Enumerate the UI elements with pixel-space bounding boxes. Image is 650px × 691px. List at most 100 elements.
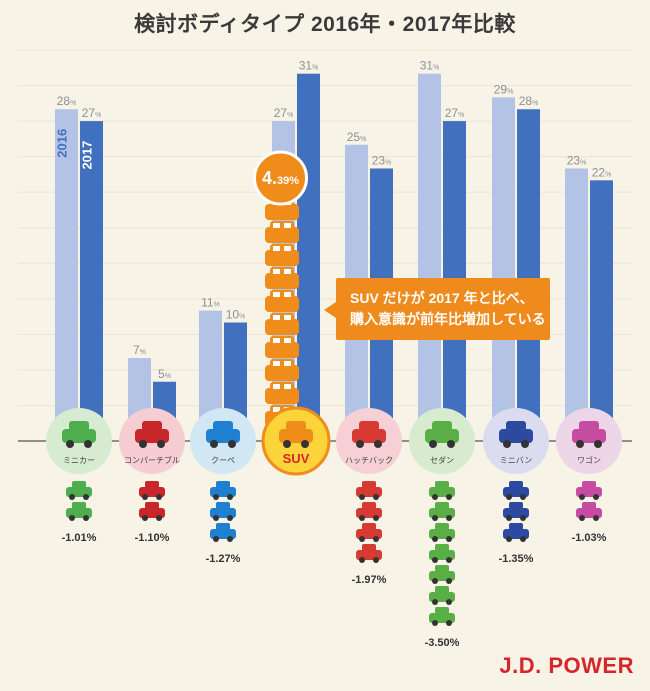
car-wheel — [373, 557, 379, 563]
car-wheel — [139, 440, 147, 448]
bar-2016-6 — [492, 97, 515, 442]
car-wheel — [301, 440, 309, 448]
suv-stack-car-icon — [265, 319, 299, 335]
car-wheel — [374, 440, 382, 448]
car-wheel — [373, 494, 379, 500]
category-car-cabin — [286, 421, 306, 431]
category-label: ハッチバック — [345, 456, 393, 465]
car-wheel — [432, 494, 438, 500]
bar-value-label: 27% — [445, 106, 465, 120]
change-car-cabin — [216, 481, 230, 488]
car-wheel — [157, 440, 165, 448]
suv-stack-car-window — [273, 384, 280, 389]
suv-stack-car-icon — [265, 227, 299, 243]
change-car-cabin — [72, 481, 86, 488]
car-wheel — [83, 515, 89, 521]
suv-stack-car-window — [284, 338, 291, 343]
car-wheel — [359, 536, 365, 542]
car-wheel — [69, 515, 75, 521]
bar-2017-7 — [590, 180, 613, 442]
car-wheel — [432, 620, 438, 626]
car-wheel — [506, 536, 512, 542]
category-label: クーペ — [211, 456, 235, 465]
bar-value-label: 28% — [57, 94, 77, 108]
bar-value-label: 22% — [592, 165, 612, 179]
car-wheel — [432, 515, 438, 521]
suv-stack-car-icon — [265, 273, 299, 289]
bar-2016-0 — [55, 109, 78, 441]
bar-2016-7 — [565, 168, 588, 441]
car-wheel — [446, 620, 452, 626]
change-car-cabin — [362, 502, 376, 509]
change-car-cabin — [435, 544, 449, 551]
category-label: セダン — [430, 455, 454, 465]
bar-value-label: 23% — [372, 153, 392, 167]
car-wheel — [447, 440, 455, 448]
change-car-cabin — [216, 523, 230, 530]
suv-stack-car-icon — [265, 365, 299, 381]
bar-value-label: 28% — [519, 94, 539, 108]
callout-line-1: SUV だけが 2017 年と比べ、 — [350, 290, 534, 306]
category-car-icon — [206, 429, 240, 443]
car-wheel — [69, 494, 75, 500]
car-wheel — [521, 440, 529, 448]
change-car-cabin — [362, 481, 376, 488]
change-label: -1.35% — [499, 553, 534, 565]
car-wheel — [373, 515, 379, 521]
suv-stack-car-window — [273, 292, 280, 297]
car-wheel — [506, 515, 512, 521]
car-wheel — [446, 557, 452, 563]
category-car-icon — [135, 429, 169, 443]
car-wheel — [227, 536, 233, 542]
category-car-cabin — [506, 421, 526, 431]
car-wheel — [356, 440, 364, 448]
category-label: ミニバン — [500, 456, 532, 465]
suv-stack-car-icon — [265, 296, 299, 312]
change-car-cabin — [72, 502, 86, 509]
change-car-cabin — [435, 523, 449, 530]
car-wheel — [373, 536, 379, 542]
change-car-cabin — [362, 544, 376, 551]
jd-power-logo: J.D. POWER — [499, 653, 634, 678]
bar-value-label: 27% — [82, 106, 102, 120]
car-wheel — [506, 494, 512, 500]
bar-value-label: 10% — [226, 308, 246, 322]
suv-callout: SUV だけが 2017 年と比べ、 購入意識が前年比増加している — [324, 278, 550, 340]
suv-stack-car-window — [284, 292, 291, 297]
suv-change-value: 4.39% — [262, 168, 299, 188]
suv-stack-car-window — [273, 269, 280, 274]
bar-value-label: 29% — [494, 82, 514, 96]
suv-stack-car-window — [273, 223, 280, 228]
car-wheel — [83, 494, 89, 500]
car-wheel — [446, 578, 452, 584]
change-car-cabin — [509, 523, 523, 530]
bar-value-label: 11% — [201, 296, 220, 310]
suv-stack-car-window — [273, 338, 280, 343]
car-wheel — [446, 515, 452, 521]
category-car-icon — [352, 429, 386, 443]
suv-stack-car-window — [273, 407, 280, 412]
car-wheel — [213, 515, 219, 521]
suv-stack-car-window — [284, 223, 291, 228]
suv-stack-car-window — [273, 361, 280, 366]
change-car-cabin — [582, 502, 596, 509]
car-wheel — [432, 536, 438, 542]
car-wheel — [520, 515, 526, 521]
change-car-cabin — [435, 607, 449, 614]
car-wheel — [593, 494, 599, 500]
category-car-cabin — [142, 421, 162, 431]
bar-value-label: 25% — [347, 130, 367, 144]
category-car-cabin — [432, 421, 452, 431]
car-wheel — [520, 494, 526, 500]
change-label: -3.50% — [425, 637, 460, 649]
bar-value-label: 27% — [274, 106, 294, 120]
category-car-icon — [499, 429, 533, 443]
suv-stack-car-icon — [265, 388, 299, 404]
car-wheel — [142, 494, 148, 500]
car-wheel — [213, 494, 219, 500]
car-wheel — [213, 536, 219, 542]
category-car-icon — [425, 429, 459, 443]
bar-2016-5 — [418, 73, 441, 442]
suv-change-badge — [253, 150, 308, 206]
change-car-cabin — [216, 502, 230, 509]
